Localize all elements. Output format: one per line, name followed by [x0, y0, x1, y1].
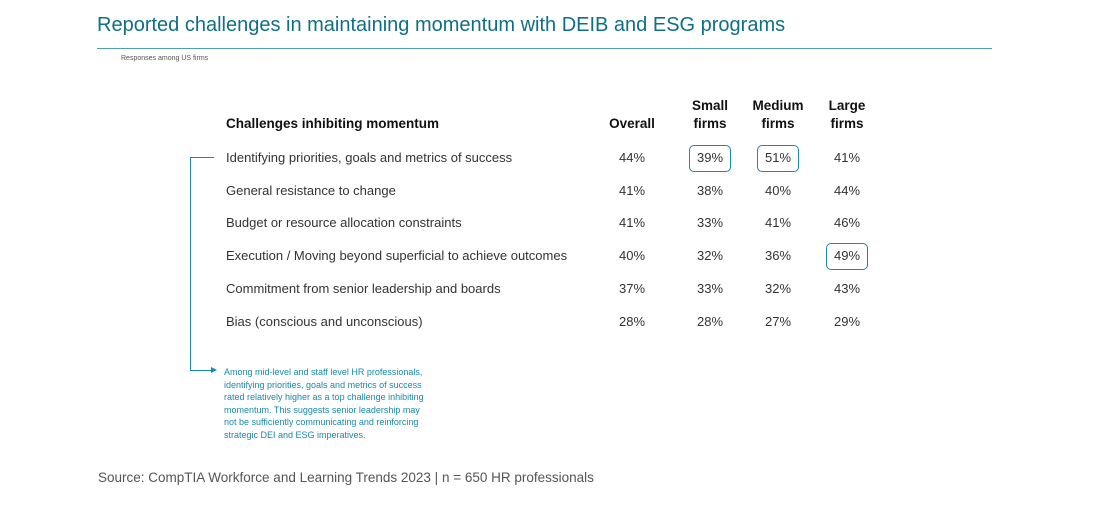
column-header-1: Overall [592, 115, 672, 133]
row-label: Commitment from senior leadership and bo… [226, 280, 501, 296]
title-divider [97, 48, 992, 49]
value-cell: 32% [764, 280, 792, 296]
value-cell: 49% [833, 248, 861, 264]
value-cell: 33% [696, 280, 724, 296]
value-cell: 32% [696, 248, 724, 264]
callout-note: Among mid-level and staff level HR profe… [224, 366, 444, 441]
column-header-3: Medium firms [738, 97, 818, 133]
subtitle: Responses among US firms [121, 55, 209, 62]
arrow-right-icon [211, 367, 217, 373]
callout-note-line: not be sufficiently communicating and re… [224, 417, 419, 427]
value-cell: 41% [764, 215, 792, 231]
value-cell: 41% [833, 150, 861, 165]
source-note: Source: CompTIA Workforce and Learning T… [98, 470, 594, 485]
callout-note-line: rated relatively higher as a top challen… [224, 392, 424, 402]
value-cell: 33% [696, 215, 724, 231]
row-label: Bias (conscious and unconscious) [226, 313, 423, 329]
callout-note-line: strategic DEI and ESG imperatives. [224, 429, 366, 440]
column-header-line: firms [761, 116, 795, 131]
callout-note-line: momentum. This suggests senior leadershi… [224, 404, 420, 415]
highlight-box [689, 145, 731, 172]
value-cell: 27% [764, 313, 792, 329]
column-header-line: Challenges inhibiting momentum [226, 116, 440, 131]
callout-note-line: Among mid-level and staff level HR profe… [224, 367, 423, 377]
column-header-line: firms [830, 116, 864, 131]
value-cell: 40% [618, 248, 646, 264]
row-label: Execution / Moving beyond superficial to… [226, 248, 568, 264]
value-cell: 40% [764, 182, 792, 198]
value-cell: 28% [618, 313, 646, 329]
value-cell: 29% [833, 313, 861, 329]
callout-note-line: identifying priorities, goals and metric… [224, 379, 422, 390]
column-header-line: Small [691, 98, 729, 113]
value-cell: 38% [696, 182, 724, 198]
row-label: Budget or resource allocation constraint… [226, 215, 462, 231]
column-header-line: Overall [609, 116, 655, 131]
column-header-2: Small firms [670, 97, 750, 133]
value-cell: 37% [618, 280, 646, 296]
highlight-box [757, 145, 799, 172]
page-title: Reported challenges in maintaining momen… [97, 14, 786, 36]
column-header-line: Large [828, 98, 866, 113]
value-cell: 46% [833, 215, 861, 231]
value-cell: 28% [696, 313, 724, 329]
value-cell: 43% [833, 280, 861, 296]
value-cell: 44% [618, 150, 646, 165]
row-label: Identifying priorities, goals and metric… [226, 150, 513, 165]
value-cell: 51% [764, 150, 792, 165]
callout-bracket [190, 157, 214, 370]
value-cell: 39% [696, 150, 724, 165]
value-cell: 41% [618, 182, 646, 198]
value-cell: 41% [618, 215, 646, 231]
value-cell: 36% [764, 248, 792, 264]
highlight-box [826, 243, 868, 271]
row-label: General resistance to change [226, 182, 396, 198]
value-cell: 44% [833, 182, 861, 198]
column-header-line: firms [693, 116, 727, 131]
column-header-4: Large firms [807, 97, 887, 133]
column-header-challenge: Challenges inhibiting momentum [226, 115, 439, 133]
callout-connector [190, 370, 212, 371]
column-header-line: Medium [752, 98, 804, 113]
